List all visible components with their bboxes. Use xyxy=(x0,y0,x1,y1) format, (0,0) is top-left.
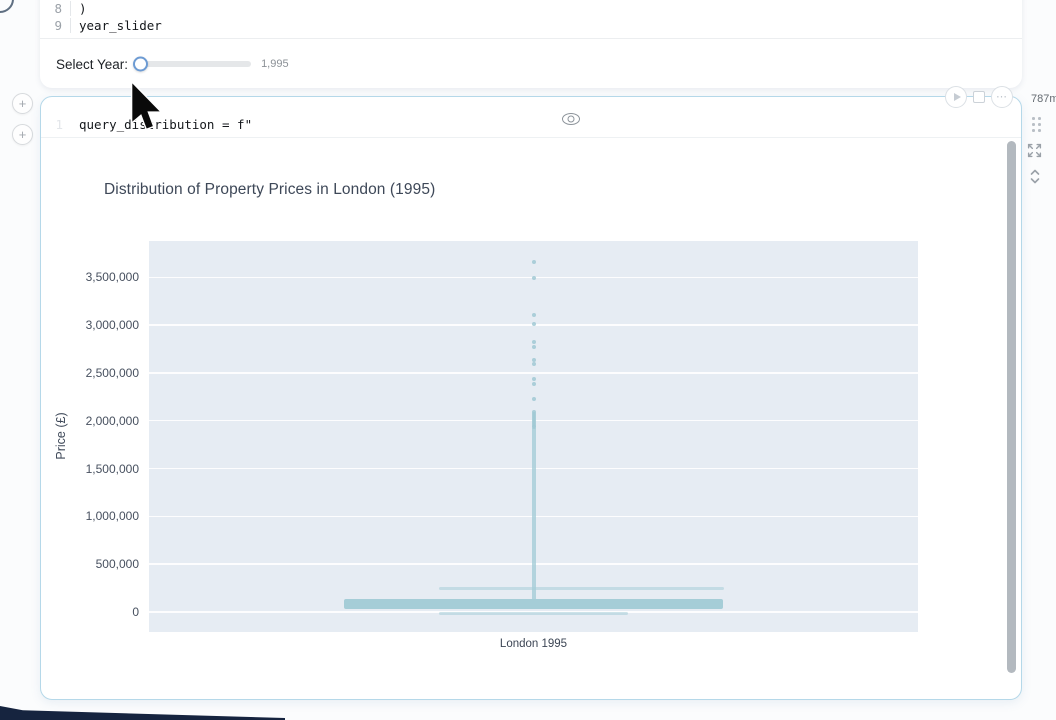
plus-icon: + xyxy=(18,96,27,111)
outlier-dot xyxy=(531,322,536,327)
outlier-dot xyxy=(531,260,536,265)
x-axis-tick-label: London 1995 xyxy=(499,638,568,650)
add-cell-button[interactable]: + xyxy=(12,93,33,114)
outlier-dot xyxy=(531,313,536,318)
play-icon xyxy=(953,93,961,101)
box-whisker xyxy=(531,428,536,599)
ellipsis-icon: ⋯ xyxy=(996,90,1008,103)
line-number: 1 xyxy=(55,116,63,132)
plus-icon: + xyxy=(18,127,27,142)
box-body xyxy=(344,599,724,610)
y-axis-ticks: 0 500,000 1,000,000 1,500,000 2,000,000 2,500… xyxy=(41,241,143,632)
mouse-cursor xyxy=(130,82,162,130)
add-cell-button[interactable]: + xyxy=(12,124,33,145)
year-slider-track[interactable] xyxy=(133,56,252,72)
y-axis-tick-label: 2,000,000 xyxy=(85,413,139,428)
code-cell: 8 ) 9 year_slider Select Year: 1,995 xyxy=(40,0,1022,88)
expand-fullscreen-icon[interactable] xyxy=(1027,143,1042,158)
outlier-dot xyxy=(531,276,536,281)
outlier-dot xyxy=(531,345,536,350)
chart-cell: 1 query_distribution = f" ⋯ Distribution… xyxy=(40,86,1022,700)
gridline xyxy=(149,611,918,613)
outlier-dot xyxy=(531,396,536,401)
outlier-dot xyxy=(531,425,536,430)
code-text: ) xyxy=(70,1,87,16)
chevron-up-down-icon[interactable] xyxy=(1029,168,1041,185)
year-slider-handle[interactable] xyxy=(133,56,149,72)
code-line: 9 year_slider xyxy=(40,17,1022,34)
strip-band xyxy=(438,587,725,591)
y-axis-tick-label: 3,500,000 xyxy=(85,270,139,285)
code-text: query_distribution = f" xyxy=(79,116,253,132)
y-axis-tick-label: 1,500,000 xyxy=(85,461,139,476)
y-axis-tick-label: 2,500,000 xyxy=(85,365,139,380)
outlier-dot xyxy=(531,339,536,344)
code-editor[interactable]: 8 ) 9 year_slider xyxy=(40,0,1022,34)
plot-area[interactable] xyxy=(149,241,918,632)
more-options-button[interactable]: ⋯ xyxy=(991,86,1013,108)
stop-icon[interactable] xyxy=(973,91,985,103)
slider-output: Select Year: 1,995 xyxy=(40,39,1022,89)
cell-runtime-badge: 787m xyxy=(1031,93,1056,105)
code-text: year_slider xyxy=(70,18,162,33)
gridline xyxy=(149,372,918,374)
drag-handle-icon[interactable] xyxy=(1032,117,1043,134)
line-number: 8 xyxy=(54,1,62,16)
outlier-dot xyxy=(531,361,536,366)
code-line: 8 ) xyxy=(40,0,1022,17)
strip-band xyxy=(438,612,629,616)
run-cell-button[interactable] xyxy=(945,86,967,108)
eye-icon[interactable] xyxy=(562,113,580,125)
chart-title: Distribution of Property Prices in Londo… xyxy=(104,181,436,198)
collapsed-code-line[interactable]: 1 query_distribution = f" xyxy=(41,111,1021,137)
y-axis-tick-label: 500,000 xyxy=(95,557,139,572)
y-axis-tick-label: 1,000,000 xyxy=(85,509,139,524)
line-number: 9 xyxy=(54,18,62,33)
outlier-dot xyxy=(531,376,536,381)
partial-circle-decoration xyxy=(0,0,14,13)
outlier-dot xyxy=(531,381,536,386)
outlier-dot xyxy=(531,357,536,362)
cell-output-divider xyxy=(41,137,1021,138)
slider-label: Select Year: xyxy=(56,56,129,72)
vertical-scrollbar[interactable] xyxy=(1007,141,1016,673)
y-axis-tick-label: 3,000,000 xyxy=(85,318,139,333)
cell-output-divider xyxy=(40,38,1022,39)
clipped-dark-element xyxy=(0,706,285,720)
cell-toolbar: ⋯ xyxy=(945,86,1013,108)
slider-value: 1,995 xyxy=(261,58,289,70)
y-axis-tick-label: 0 xyxy=(132,604,139,619)
